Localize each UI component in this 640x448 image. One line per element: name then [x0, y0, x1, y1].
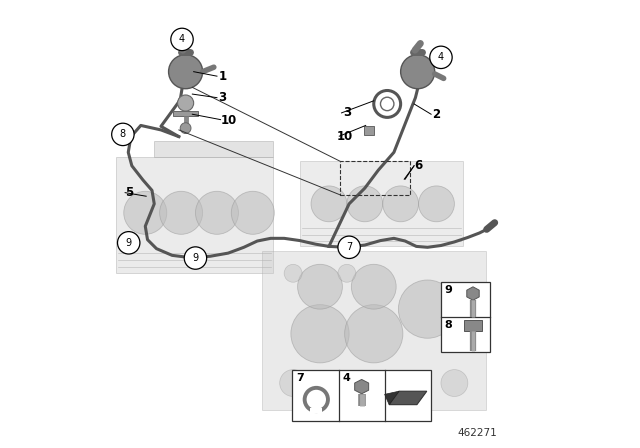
Polygon shape [467, 287, 479, 300]
Text: 4: 4 [342, 373, 350, 383]
Circle shape [401, 55, 435, 89]
Circle shape [168, 55, 203, 89]
Text: 462271: 462271 [457, 428, 497, 438]
Polygon shape [262, 251, 486, 410]
Polygon shape [389, 391, 427, 405]
Text: 3: 3 [343, 106, 351, 120]
Text: 10: 10 [221, 113, 237, 127]
Circle shape [311, 186, 347, 222]
Circle shape [195, 191, 239, 234]
Bar [441, 282, 490, 352]
Circle shape [184, 247, 207, 269]
Polygon shape [173, 111, 198, 116]
Circle shape [398, 280, 457, 338]
Circle shape [351, 264, 396, 309]
Text: 2: 2 [433, 108, 440, 121]
Circle shape [118, 232, 140, 254]
Bar [310, 409, 322, 413]
Circle shape [231, 191, 275, 234]
Text: 7: 7 [296, 373, 303, 383]
Text: 9: 9 [444, 285, 452, 295]
Polygon shape [116, 157, 273, 273]
Text: 5: 5 [125, 186, 134, 199]
Text: 7: 7 [346, 242, 352, 252]
Circle shape [347, 186, 383, 222]
Circle shape [177, 95, 194, 111]
Polygon shape [154, 141, 273, 157]
Polygon shape [364, 126, 374, 135]
Circle shape [430, 46, 452, 69]
Text: 9: 9 [193, 253, 198, 263]
Text: 8: 8 [444, 320, 452, 330]
Bar [292, 370, 431, 421]
Text: 6: 6 [415, 159, 422, 172]
Circle shape [159, 191, 203, 234]
Bar [340, 161, 410, 195]
Circle shape [338, 264, 356, 282]
Circle shape [419, 186, 454, 222]
Circle shape [338, 236, 360, 258]
Polygon shape [355, 379, 369, 394]
Circle shape [180, 123, 191, 134]
Circle shape [291, 305, 349, 363]
Text: 10: 10 [337, 130, 353, 143]
Circle shape [112, 123, 134, 146]
Polygon shape [300, 161, 463, 246]
Circle shape [124, 191, 167, 234]
Circle shape [298, 264, 342, 309]
Circle shape [441, 370, 468, 396]
Circle shape [284, 264, 302, 282]
Circle shape [344, 305, 403, 363]
Text: 4: 4 [438, 52, 444, 62]
Polygon shape [385, 391, 399, 405]
Text: 1: 1 [218, 69, 227, 83]
Text: 4: 4 [179, 34, 185, 44]
Circle shape [280, 370, 307, 396]
Circle shape [383, 186, 419, 222]
Text: 3: 3 [218, 91, 227, 104]
Text: 8: 8 [120, 129, 126, 139]
Circle shape [390, 372, 412, 394]
Circle shape [336, 372, 358, 394]
Text: 9: 9 [125, 238, 132, 248]
Bar [464, 320, 482, 331]
Circle shape [171, 28, 193, 51]
